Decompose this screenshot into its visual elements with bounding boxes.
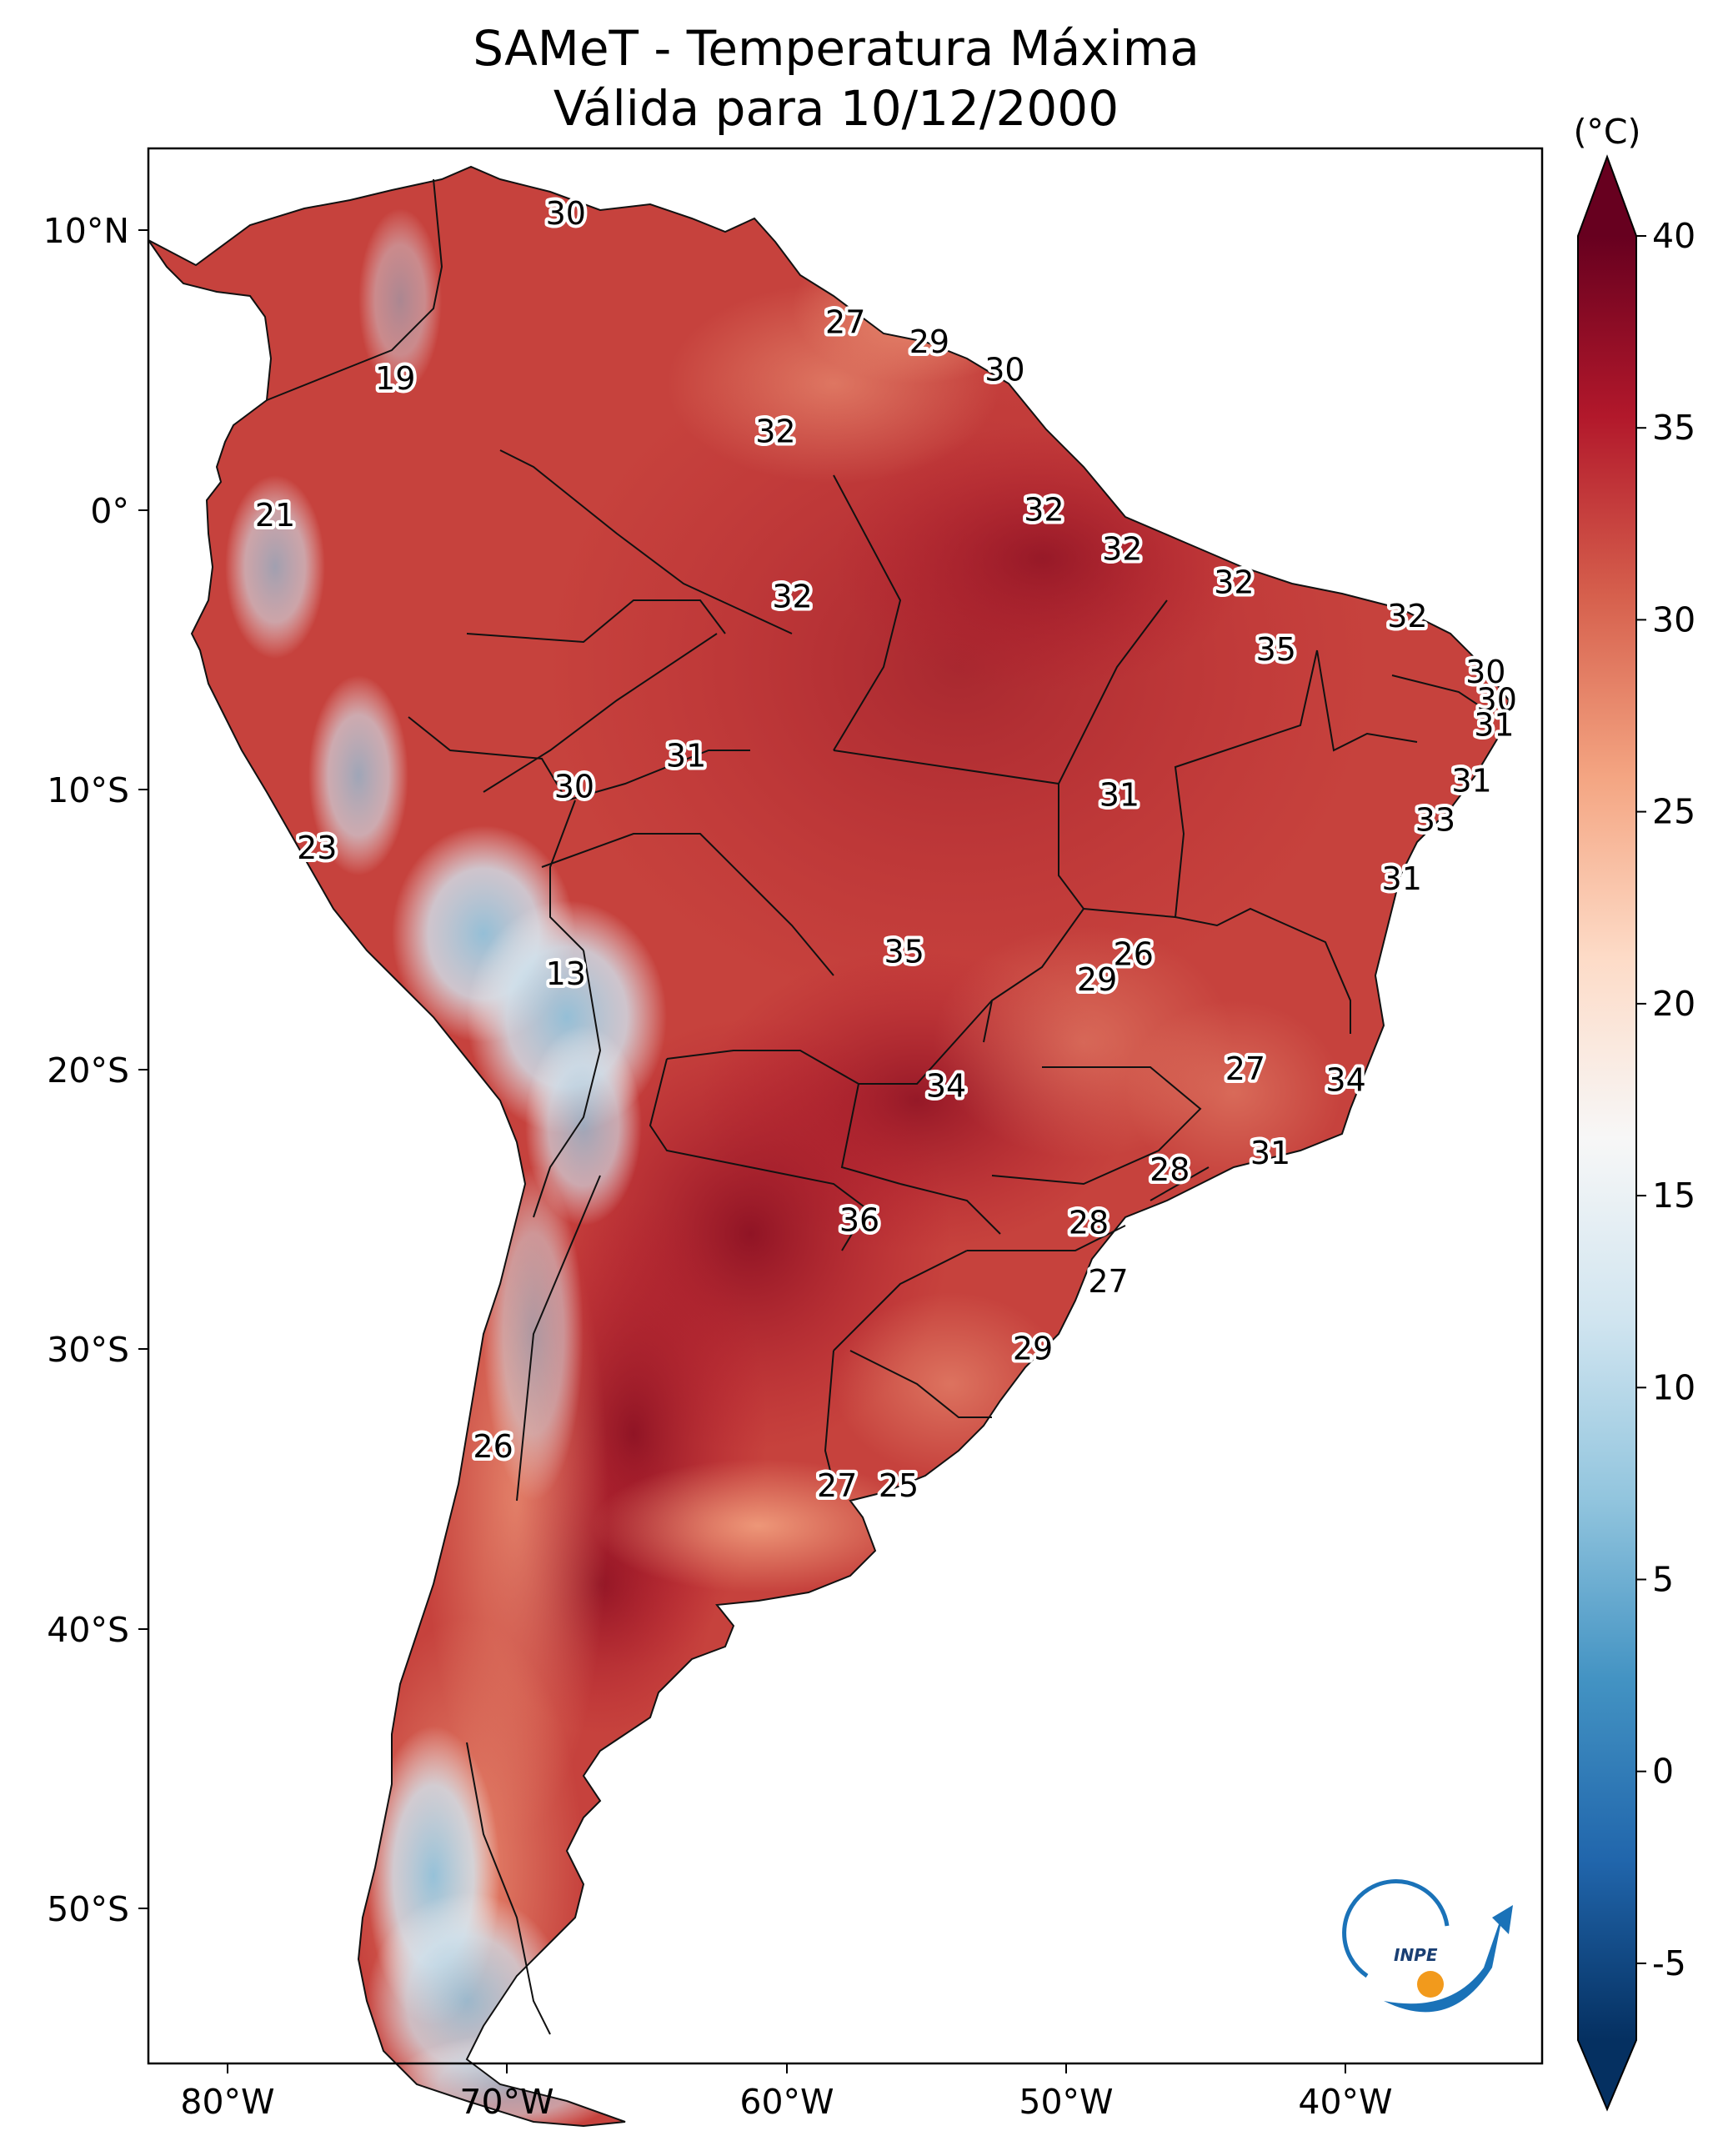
colorbar-tick-label: 35: [1652, 408, 1695, 448]
contour-label: 27: [817, 1467, 857, 1504]
colorbar: (°C) 40 35 30 25 20 15 10 5 0 -5: [1573, 112, 1695, 2112]
logo-ring: [1342, 1879, 1450, 1978]
lat-tick-label: 10°S: [47, 770, 129, 810]
chart-title-line1: SAMeT - Temperatura Máxima: [473, 20, 1200, 77]
colorbar-unit: (°C): [1573, 112, 1640, 152]
contour-label: 30: [546, 195, 586, 232]
colorbar-tick-label: 10: [1652, 1367, 1695, 1407]
contour-label: 27: [1088, 1263, 1128, 1300]
logo-arrow: [1384, 1905, 1513, 2013]
contour-label: 33: [1415, 802, 1455, 839]
colorbar-tick-label: 40: [1652, 216, 1695, 256]
colorbar-tick-label: 30: [1652, 599, 1695, 639]
chart-title-line2: Válida para 10/12/2000: [553, 80, 1119, 137]
colorbar-ticks: 40 35 30 25 20 15 10 5 0 -5: [1636, 216, 1695, 1983]
contour-label: 13: [546, 955, 586, 992]
colorbar-outline: [1577, 154, 1637, 2112]
lon-tick-label: 80°W: [180, 2082, 274, 2122]
contour-label: 32: [772, 578, 812, 614]
colorbar-tick-label: 25: [1652, 792, 1695, 832]
colorbar-tick-label: 15: [1652, 1176, 1695, 1216]
lon-tick-label: 60°W: [739, 2082, 834, 2122]
contour-label: 32: [1214, 564, 1254, 601]
contour-label: 30: [554, 768, 594, 805]
contour-label: 31: [1451, 763, 1491, 800]
contour-label: 27: [1225, 1050, 1265, 1087]
lon-tick-label: 40°W: [1298, 2082, 1392, 2122]
lat-tick-label: 0°: [90, 491, 129, 531]
contour-label: 31: [1099, 777, 1139, 814]
contour-label: 31: [666, 738, 706, 775]
contour-label: 29: [1077, 961, 1117, 998]
contour-label: 19: [375, 360, 415, 397]
contour-label: 32: [1024, 491, 1064, 528]
country-borders: [266, 178, 1485, 2035]
colorbar-tick-label: 0: [1652, 1752, 1674, 1792]
map-frame: [147, 147, 1544, 2065]
contour-label: 34: [926, 1067, 966, 1104]
contour-label: 30: [984, 352, 1024, 389]
contour-label: 34: [1325, 1062, 1365, 1099]
colorbar-tick-label: 5: [1652, 1560, 1674, 1600]
contour-label: 32: [1387, 598, 1427, 634]
contour-label: 26: [473, 1428, 513, 1465]
contour-label: 21: [255, 497, 295, 534]
colorbar-max-extension: [1578, 157, 1636, 236]
logo-dot: [1417, 1971, 1444, 1998]
contour-label: 30: [1465, 654, 1505, 690]
contour-label: 29: [909, 323, 949, 360]
colorbar-tick-label: -5: [1652, 1943, 1686, 1983]
contour-label: 31: [1382, 860, 1422, 897]
colorbar-min-extension: [1578, 2040, 1636, 2109]
contour-label: 28: [1069, 1205, 1109, 1241]
x-axis: 80°W 70°W 60°W 50°W 40°W: [180, 2063, 1393, 2122]
contour-label: 31: [1474, 707, 1514, 744]
contour-label: 26: [1114, 936, 1154, 973]
y-axis: 10°N 0° 10°S 20°S 30°S 40°S 50°S: [43, 211, 148, 1929]
contour-label: 30: [1477, 682, 1517, 719]
contour-label: 32: [1102, 530, 1142, 567]
contour-label: 35: [1256, 631, 1296, 668]
contour-label: 25: [879, 1467, 919, 1504]
contour-label: 28: [1150, 1151, 1190, 1188]
lon-tick-label: 50°W: [1019, 2082, 1113, 2122]
colorbar-tick-label: 20: [1652, 984, 1695, 1024]
inpe-logo: INPE: [1342, 1879, 1513, 2013]
contour-label: 23: [297, 830, 337, 866]
contour-label: 31: [1250, 1135, 1290, 1171]
contour-label: 29: [1013, 1331, 1053, 1367]
colorbar-gradient-bar: [1578, 236, 1636, 2040]
lat-tick-label: 30°S: [47, 1330, 129, 1370]
lat-tick-label: 50°S: [47, 1889, 129, 1929]
contour-label: 36: [839, 1201, 879, 1238]
lat-tick-label: 10°N: [43, 211, 129, 251]
contour-label: 27: [825, 304, 865, 341]
lat-tick-label: 20°S: [47, 1050, 129, 1091]
contour-label: 35: [884, 933, 924, 970]
logo-text: INPE: [1394, 1945, 1438, 1965]
lat-tick-label: 40°S: [47, 1610, 129, 1650]
lon-tick-label: 70°W: [459, 2082, 553, 2122]
contour-label: 32: [755, 414, 795, 450]
